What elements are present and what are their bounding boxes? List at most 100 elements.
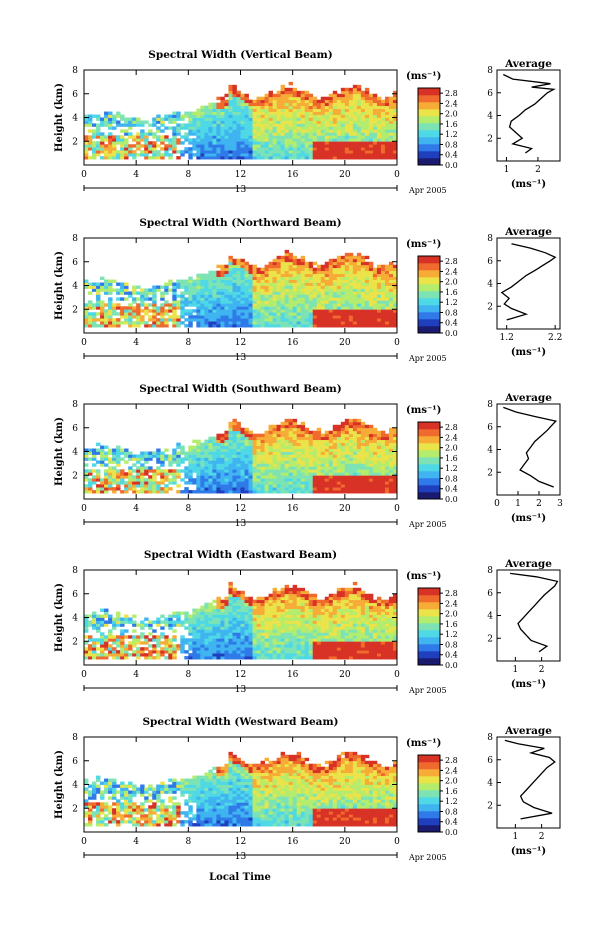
heatmap-cell <box>176 611 181 615</box>
heatmap-cell <box>128 451 133 455</box>
colorbar-segment <box>418 270 440 278</box>
heatmap-cell <box>288 258 294 263</box>
heatmap-cell <box>104 490 109 494</box>
heatmap-cell <box>200 641 205 645</box>
heatmap-cell <box>140 294 145 298</box>
heatmap-cell <box>172 297 177 301</box>
heatmap-cell <box>216 653 221 657</box>
heatmap-cell <box>168 472 173 476</box>
heatmap-cell <box>220 156 225 160</box>
heatmap-cell <box>144 144 149 148</box>
heatmap-cell <box>360 300 366 304</box>
heatmap-cell <box>248 123 253 127</box>
heatmap-cell <box>196 487 201 491</box>
heatmap-cell <box>252 457 257 461</box>
heatmap-cell <box>268 318 273 322</box>
heatmap-cell <box>244 306 249 310</box>
heatmap-cell <box>236 150 241 154</box>
heatmap-cell <box>200 614 205 618</box>
heatmap-cell <box>132 620 137 624</box>
heatmap-cell <box>148 623 153 627</box>
heatmap-cell <box>192 611 197 615</box>
heatmap-cell <box>156 481 161 485</box>
heatmap-cell <box>308 436 314 441</box>
heatmap-cell <box>144 153 149 157</box>
heatmap-cell <box>280 318 286 322</box>
heatmap-cell <box>152 472 157 476</box>
heatmap-cell <box>248 433 253 438</box>
heatmap-cell <box>336 156 342 160</box>
heatmap-cell <box>228 478 233 482</box>
heatmap-cell <box>248 285 253 289</box>
heatmap-cell <box>168 279 173 283</box>
heatmap-cell <box>384 276 390 280</box>
heatmap-cell <box>296 490 302 494</box>
heatmap-cell <box>88 487 93 491</box>
heatmap-cell <box>284 291 290 295</box>
heatmap-cell <box>364 129 370 133</box>
heatmap-cell <box>132 309 137 313</box>
heatmap-cell <box>228 123 233 127</box>
heatmap-cell <box>312 463 318 467</box>
colorbar-tick-label: 0.0 <box>445 329 458 338</box>
heatmap-cell <box>336 96 342 101</box>
heatmap-cell <box>308 484 314 488</box>
heatmap-cell <box>344 261 350 266</box>
heatmap-cell <box>232 463 237 467</box>
heatmap-cell <box>260 439 265 443</box>
heatmap-cell <box>216 126 221 130</box>
heatmap-cell <box>292 312 298 316</box>
heatmap-cell <box>260 156 265 160</box>
heatmap-cell <box>264 132 269 136</box>
heatmap-cell <box>212 635 217 639</box>
heatmap-cell <box>304 457 310 461</box>
heatmap-cell <box>312 270 318 275</box>
heatmap-cell <box>264 309 269 313</box>
heatmap-cell <box>284 132 290 136</box>
heatmap-cell <box>252 114 257 118</box>
heatmap-cell <box>124 614 129 618</box>
heatmap-cell <box>344 258 350 263</box>
heatmap-cell <box>356 84 362 89</box>
heatmap-cell <box>240 267 245 272</box>
heatmap-cell <box>204 478 209 482</box>
heatmap-cell <box>252 294 257 298</box>
heatmap-cell <box>224 147 229 151</box>
heatmap-cell <box>132 324 137 328</box>
heatmap-cell <box>204 105 209 109</box>
heatmap-cell <box>268 442 273 446</box>
heatmap-cell <box>128 478 133 482</box>
heatmap-cell <box>260 291 265 295</box>
heatmap-cell <box>392 442 398 446</box>
heatmap-cell <box>360 481 366 485</box>
heatmap-cell <box>292 123 298 127</box>
heatmap-cell <box>88 481 93 485</box>
heatmap-cell <box>236 141 241 145</box>
heatmap-cell <box>356 144 362 148</box>
heatmap-cell <box>308 445 314 449</box>
heatmap-cell <box>340 454 346 458</box>
heatmap-cell <box>384 294 390 298</box>
heatmap-cell <box>384 141 390 145</box>
heatmap-cell <box>200 135 205 139</box>
heatmap-cell <box>364 282 370 286</box>
heatmap-cell <box>244 141 249 145</box>
heatmap-cell <box>300 111 306 115</box>
heatmap-cell <box>364 276 370 280</box>
heatmap-cell <box>216 285 221 289</box>
heatmap-cell <box>336 138 342 142</box>
heatmap-cell <box>224 111 229 115</box>
heatmap-cell <box>220 318 225 322</box>
heatmap-cell <box>332 123 338 127</box>
heatmap-cell <box>276 138 282 142</box>
heatmap-cell <box>288 87 294 92</box>
heatmap-cell <box>380 466 386 470</box>
heatmap-cell <box>360 291 366 295</box>
heatmap-cell <box>332 279 338 283</box>
heatmap-cell <box>148 291 153 295</box>
heatmap-cell <box>292 90 298 95</box>
heatmap-cell <box>340 306 346 310</box>
heatmap-cell <box>116 318 121 322</box>
heatmap-cell <box>236 138 241 142</box>
heatmap-cell <box>388 478 394 482</box>
